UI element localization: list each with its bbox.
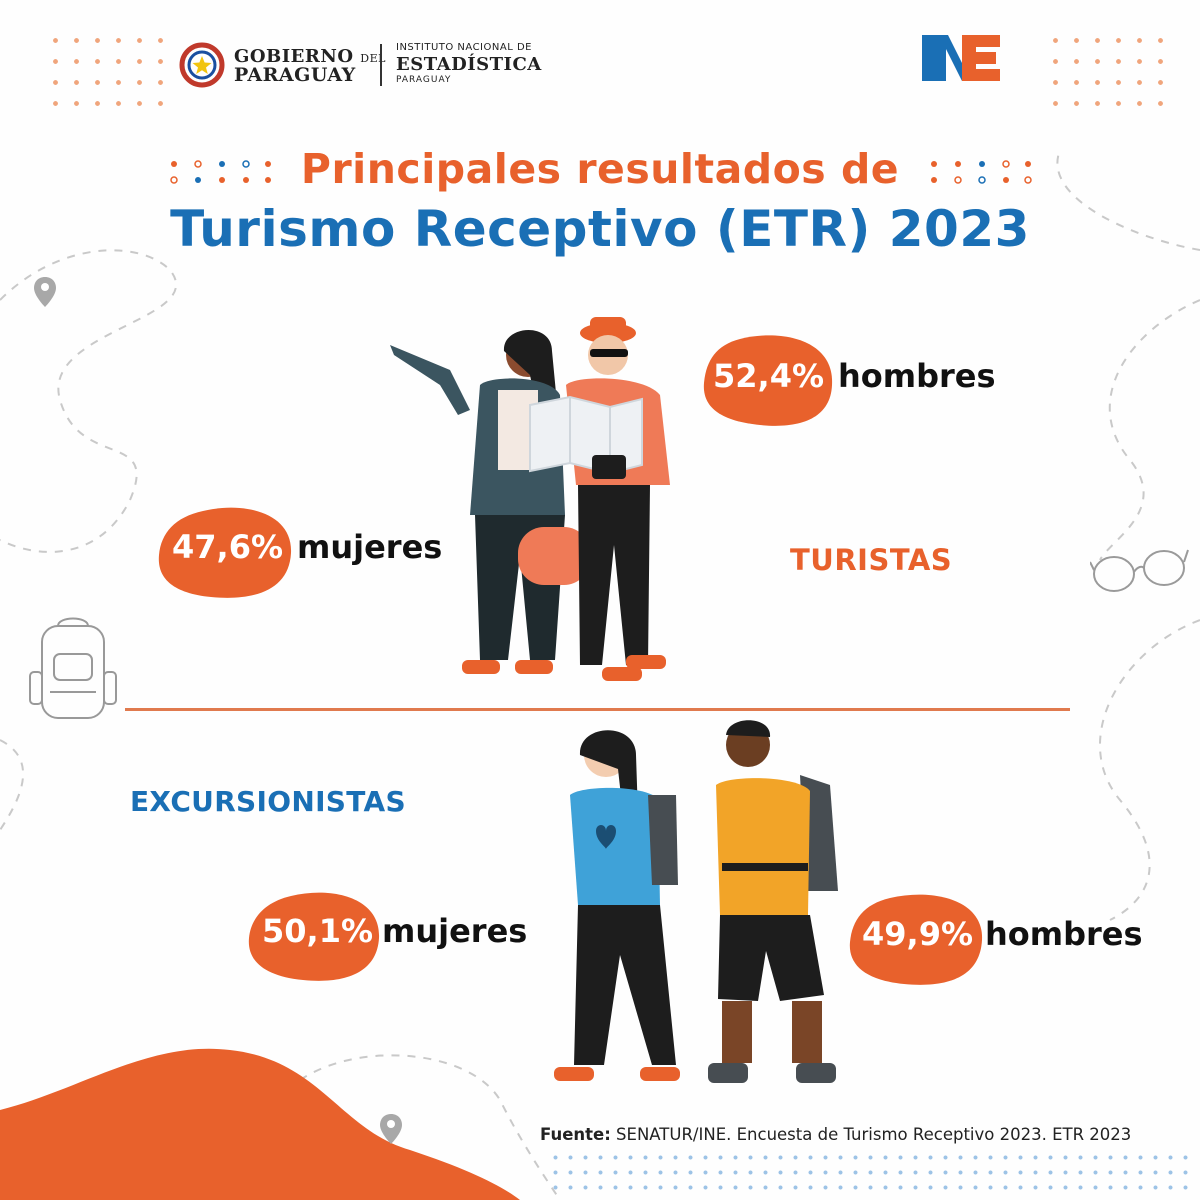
hiker-couple-illustration — [554, 720, 838, 1083]
ine-logo-icon — [922, 35, 1000, 81]
decorative-dots-top-right — [1045, 30, 1165, 110]
source-citation: Fuente: SENATUR/INE. Encuesta de Turismo… — [540, 1125, 1131, 1144]
title-dots-left — [170, 160, 271, 184]
orange-wave — [0, 1048, 520, 1200]
turistas-hombres-value: 52,4% — [713, 357, 825, 395]
turistas-mujeres-value: 47,6% — [172, 528, 284, 566]
sunglasses-icon — [1090, 549, 1189, 592]
excursionistas-hombres-label: hombres — [985, 915, 1143, 953]
excursionistas-section-label: EXCURSIONISTAS — [130, 785, 406, 818]
decorative-dots-top-left — [45, 30, 165, 110]
tourist-couple-illustration — [390, 317, 670, 681]
location-pin-icon — [34, 277, 56, 307]
turistas-hombres-label: hombres — [838, 357, 996, 395]
ine-name-line2: ESTADÍSTICA — [396, 54, 542, 75]
turistas-section-label: TURISTAS — [790, 543, 953, 577]
hombres-blob — [703, 335, 833, 426]
excursionistas-mujeres-value: 50,1% — [262, 912, 374, 950]
ine-name-line3: PARAGUAY — [396, 75, 452, 85]
source-text: SENATUR/INE. Encuesta de Turismo Recepti… — [610, 1125, 1132, 1144]
excursionistas-hombres-value: 49,9% — [862, 915, 974, 953]
location-pin-icon — [380, 1114, 402, 1144]
source-prefix: Fuente: — [540, 1125, 611, 1144]
title-line-1: Principales resultados de — [300, 145, 900, 193]
title-line-2: Turismo Receptivo (ETR) 2023 — [170, 200, 1030, 258]
excursionistas-mujeres-label: mujeres — [382, 912, 528, 950]
paraguay-word: PARAGUAY — [234, 64, 356, 86]
backpack-icon — [29, 617, 117, 719]
logo-separator — [380, 44, 382, 86]
title-dots-right — [931, 160, 1032, 184]
turistas-mujeres-label: mujeres — [297, 528, 443, 566]
decorative-dots-bottom — [548, 1150, 1188, 1198]
gobierno-paraguay-logo: GOBIERNO DEL PARAGUAY INSTITUTO NACIONAL… — [178, 40, 558, 90]
ine-name-line1: INSTITUTO NACIONAL DE — [396, 42, 532, 53]
hombres-blob — [849, 894, 983, 985]
mujeres-blob — [248, 892, 380, 981]
gobierno-word: GOBIERNO DEL — [234, 46, 386, 67]
government-seal-icon — [179, 42, 225, 88]
section-divider — [125, 708, 1070, 711]
mujeres-blob — [158, 507, 292, 598]
